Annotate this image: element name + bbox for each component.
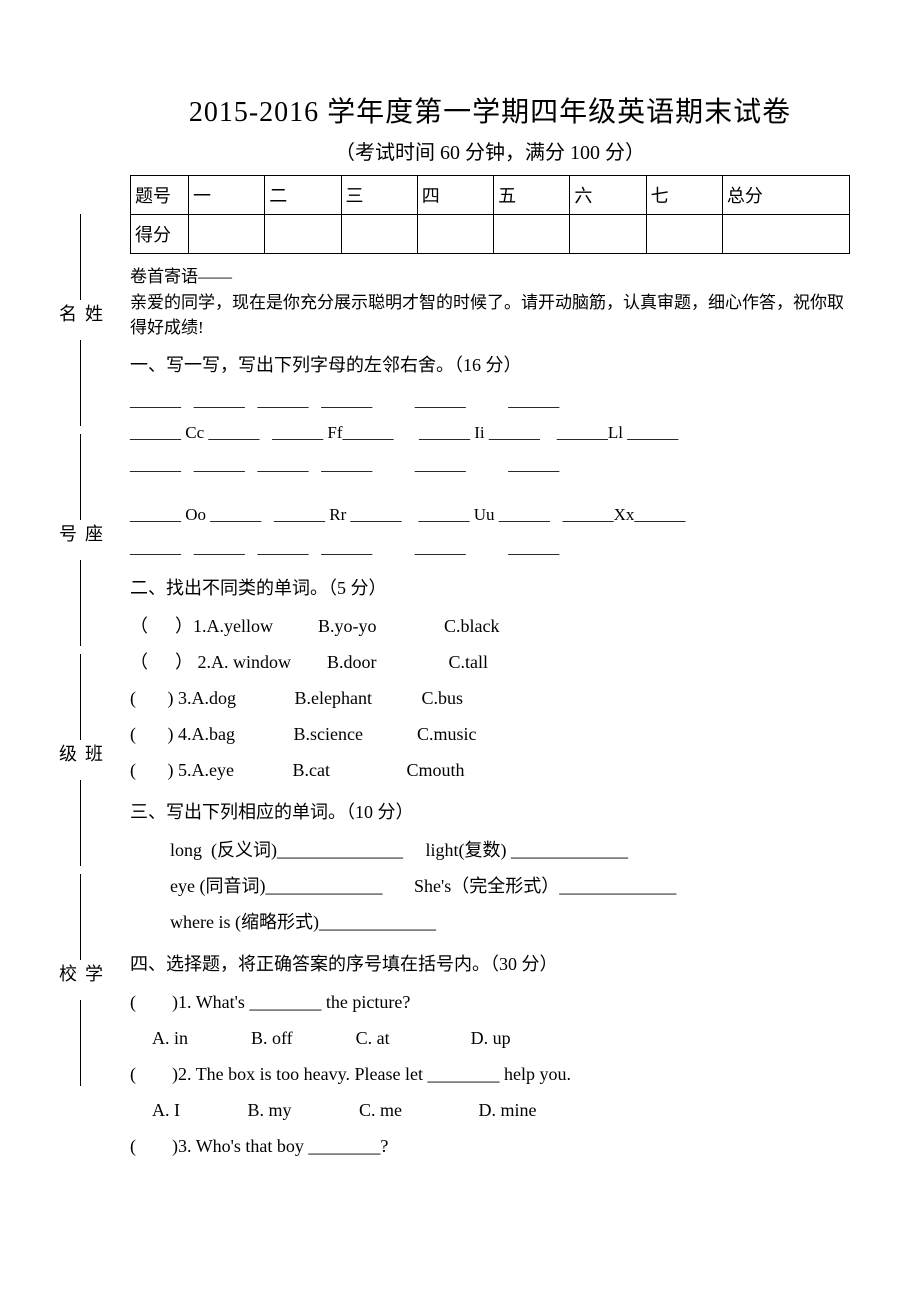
binding-label-name: 姓名 <box>54 304 106 335</box>
q2-3: ( ) 3.A.dog B.elephant C.bus <box>130 680 850 716</box>
section2-title: 二、找出不同类的单词。（5 分） <box>130 574 850 600</box>
q4-1: ( )1. What's ________ the picture? <box>130 984 850 1020</box>
score-col: 七 <box>646 176 722 215</box>
score-row-label: 题号 <box>131 176 189 215</box>
binding-label-class: 班级 <box>54 744 106 775</box>
score-cell <box>265 215 341 254</box>
section4-title: 四、选择题，将正确答案的序号填在括号内。（30 分） <box>130 950 850 976</box>
section1-row2: ______ Oo ______ ______ Rr ______ ______… <box>130 499 850 564</box>
section3-title: 三、写出下列相应的单词。（10 分） <box>130 798 850 824</box>
page-content: 2015-2016 学年度第一学期四年级英语期末试卷 （考试时间 60 分钟，满… <box>130 90 850 1164</box>
score-col: 总分 <box>722 176 849 215</box>
q4-1-opts: A. in B. off C. at D. up <box>152 1020 850 1056</box>
q2-4: ( ) 4.A.bag B.science C.music <box>130 716 850 752</box>
score-col: 四 <box>417 176 493 215</box>
q3-line1: long (反义词)______________ light(复数) _____… <box>170 832 850 868</box>
q4-3: ( )3. Who's that boy ________? <box>130 1128 850 1164</box>
q2-1: （ ）1.A.yellow B.yo-yo C.black <box>130 608 850 644</box>
score-table: 题号 一 二 三 四 五 六 七 总分 得分 <box>130 175 850 254</box>
score-col: 一 <box>189 176 265 215</box>
q2-5: ( ) 5.A.eye B.cat Cmouth <box>130 752 850 788</box>
binding-strip: 姓名 座号 班级 学校 <box>60 210 100 1090</box>
score-cell <box>570 215 646 254</box>
score-col: 五 <box>494 176 570 215</box>
page-title: 2015-2016 学年度第一学期四年级英语期末试卷 <box>130 90 850 130</box>
preface-label: 卷首寄语—— <box>130 267 232 286</box>
score-cell <box>341 215 417 254</box>
page-subtitle: （考试时间 60 分钟，满分 100 分） <box>130 136 850 165</box>
binding-label-seat: 座号 <box>54 524 106 555</box>
q3-line2: eye (同音词)_____________ She's（完全形式）______… <box>170 868 850 904</box>
q4-2: ( )2. The box is too heavy. Please let _… <box>130 1056 850 1092</box>
score-cell <box>189 215 265 254</box>
score-cell <box>417 215 493 254</box>
score-col: 二 <box>265 176 341 215</box>
score-cell <box>646 215 722 254</box>
score-cell <box>494 215 570 254</box>
table-row: 得分 <box>131 215 850 254</box>
section1-row1: ______ ______ ______ ______ ______ _____… <box>130 385 850 482</box>
preface-body: 亲爱的同学，现在是你充分展示聪明才智的时候了。请开动脑筋，认真审题，细心作答，祝… <box>130 293 844 338</box>
score-col: 六 <box>570 176 646 215</box>
q3-line3: where is (缩略形式)_____________ <box>170 904 850 940</box>
table-row: 题号 一 二 三 四 五 六 七 总分 <box>131 176 850 215</box>
q2-2: （ ） 2.A. window B.door C.tall <box>130 644 850 680</box>
score-cell <box>722 215 849 254</box>
section1-title: 一、写一写，写出下列字母的左邻右舍。（16 分） <box>130 351 850 377</box>
score-row-label: 得分 <box>131 215 189 254</box>
preface: 卷首寄语—— 亲爱的同学，现在是你充分展示聪明才智的时候了。请开动脑筋，认真审题… <box>130 264 850 341</box>
binding-label-school: 学校 <box>54 964 106 995</box>
score-col: 三 <box>341 176 417 215</box>
q4-2-opts: A. I B. my C. me D. mine <box>152 1092 850 1128</box>
